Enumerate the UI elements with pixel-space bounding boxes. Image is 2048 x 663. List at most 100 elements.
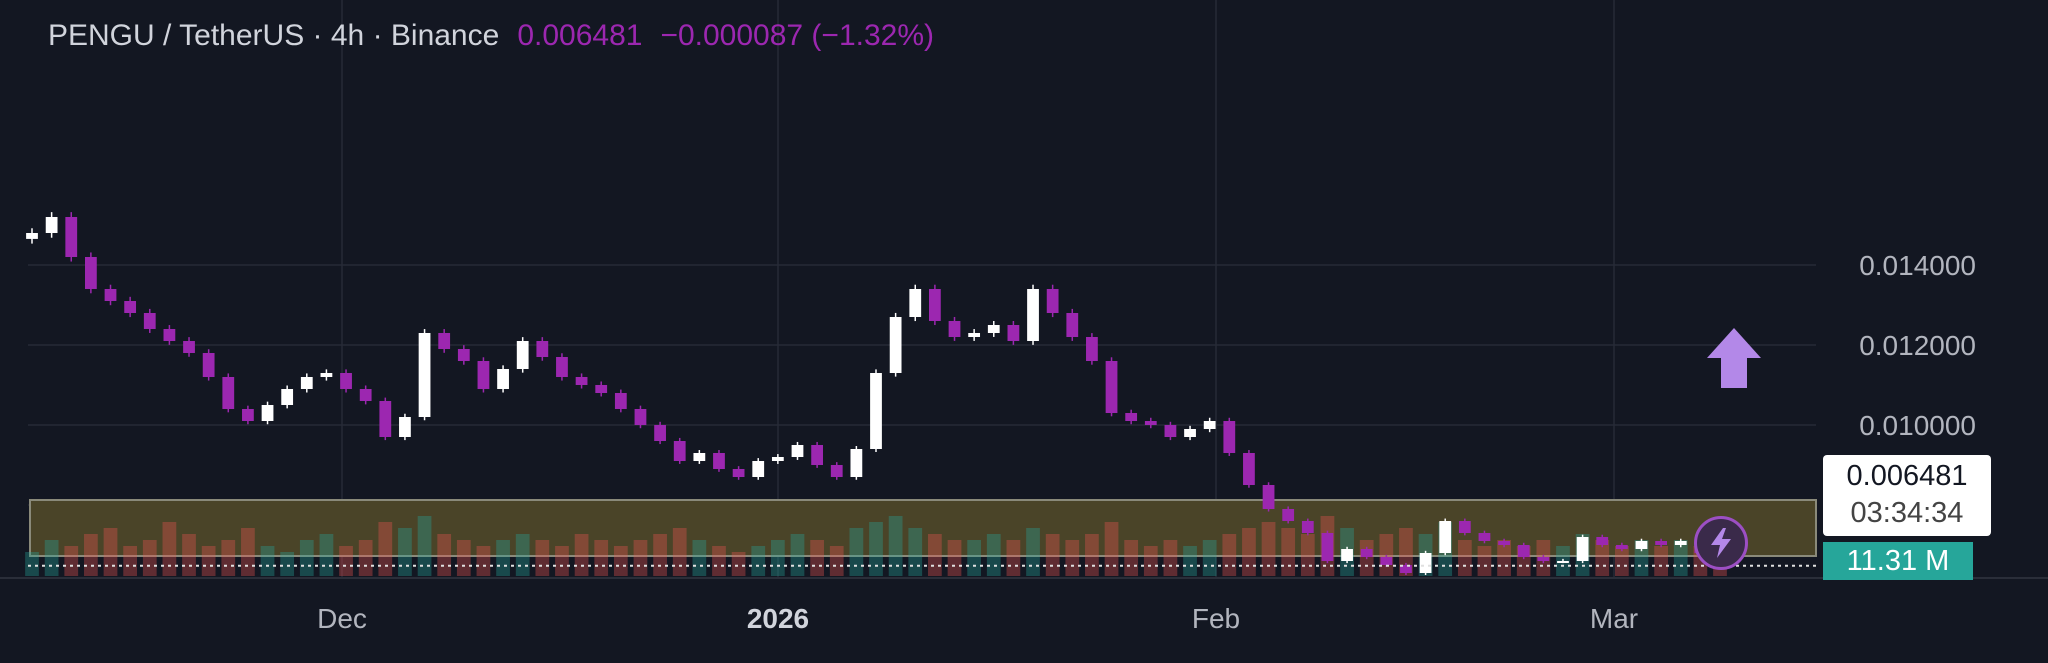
candle-body	[811, 445, 824, 465]
volume-bar	[417, 516, 432, 576]
candle-body	[379, 401, 392, 437]
symbol-label[interactable]: PENGU / TetherUS · 4h · Binance	[48, 19, 500, 52]
volume-bar	[260, 546, 275, 576]
volume-bar	[280, 552, 295, 576]
arrow-up-icon[interactable]	[1707, 328, 1761, 388]
candle-body	[1125, 413, 1138, 421]
candle-body	[556, 357, 568, 377]
candle-body	[1360, 549, 1373, 557]
candle-body	[1635, 541, 1648, 549]
volume-tag: 11.31 M	[1823, 542, 1973, 580]
volume-bar	[437, 534, 452, 576]
candle-body	[65, 217, 78, 257]
candle-body	[1282, 509, 1295, 521]
volume-bar	[1261, 522, 1276, 576]
candle-body	[870, 373, 882, 449]
candle-body	[84, 257, 97, 289]
candle-body	[261, 405, 274, 421]
volume-bar	[1026, 528, 1040, 576]
candle-body	[26, 233, 38, 239]
candle-body	[222, 377, 235, 409]
volume-bar	[1045, 534, 1060, 576]
x-tick-label: Mar	[1590, 603, 1638, 634]
volume-bar	[378, 522, 393, 576]
candle-body	[359, 389, 372, 401]
candle-body	[438, 333, 451, 349]
candle-body	[202, 353, 215, 377]
candle-body	[732, 469, 745, 477]
volume-bar	[947, 540, 962, 576]
candle-body	[497, 369, 509, 389]
candle-body	[654, 425, 666, 441]
candle-body	[183, 341, 195, 353]
candle-body	[536, 341, 549, 357]
candle-body	[1537, 557, 1550, 561]
volume-bar	[967, 540, 982, 576]
volume-bar	[790, 534, 805, 576]
candle-body	[124, 301, 137, 313]
candle-body	[1203, 421, 1216, 429]
volume-bar	[1477, 546, 1492, 576]
volume-bar	[1222, 534, 1237, 576]
volume-bar	[1163, 540, 1178, 576]
candle-body	[968, 333, 981, 337]
volume-bar	[201, 546, 216, 576]
volume-bar	[103, 528, 118, 576]
volume-bar	[1242, 528, 1256, 576]
candle-body	[300, 377, 313, 389]
volume-bar	[770, 540, 785, 576]
volume-bar	[1143, 546, 1158, 576]
volume-bar	[241, 528, 255, 576]
volume-bar	[731, 552, 746, 576]
candle-body	[1419, 553, 1432, 573]
candle-body	[281, 389, 294, 405]
volume-bar	[555, 546, 569, 576]
volume-bar	[810, 540, 824, 576]
volume-bar	[476, 546, 491, 576]
volume-bar	[44, 540, 59, 576]
candle-body	[713, 453, 725, 469]
candle-body	[752, 461, 765, 477]
candle-body	[1655, 541, 1668, 545]
x-tick-label: Feb	[1192, 603, 1240, 634]
volume-bar	[1065, 540, 1080, 576]
volume-bar	[633, 540, 648, 576]
volume-bar	[1673, 540, 1688, 576]
last-price: 0.006481	[1846, 460, 1968, 492]
candle-body	[1086, 337, 1098, 361]
volume-bar	[1614, 546, 1629, 576]
candle-body	[1144, 421, 1157, 425]
candle-body	[909, 289, 922, 317]
volume-bar	[613, 546, 628, 576]
volume-bar	[1300, 534, 1315, 576]
y-tick-label: 0.014000	[1859, 250, 1976, 281]
volume-bar	[299, 540, 314, 576]
volume-bar	[398, 528, 412, 576]
candle-body	[634, 409, 647, 425]
candle-body	[1301, 521, 1314, 533]
volume-bar	[1006, 540, 1021, 576]
header-change: −0.000087 (−1.32%)	[660, 19, 934, 52]
candle-body	[1046, 289, 1059, 313]
candle-body	[1341, 549, 1353, 561]
volume-bar	[574, 534, 589, 576]
y-tick-label: 0.010000	[1859, 410, 1976, 441]
candle-body	[340, 373, 352, 389]
volume-bar	[829, 546, 844, 576]
candle-body	[1400, 565, 1412, 573]
candle-body	[1321, 533, 1334, 561]
candle-body	[1576, 537, 1589, 561]
candle-body	[45, 217, 58, 233]
candle-body	[399, 417, 411, 437]
volume-bar	[751, 546, 766, 576]
volume-bar	[908, 528, 923, 576]
candle-body	[889, 317, 902, 373]
last-price-tag: 0.006481 03:34:34	[1823, 455, 1991, 536]
candle-body	[575, 377, 588, 385]
candle-body	[1027, 289, 1039, 341]
candle-body	[928, 289, 941, 321]
bolt-icon[interactable]	[1694, 516, 1748, 570]
volume-bar	[986, 534, 1001, 576]
